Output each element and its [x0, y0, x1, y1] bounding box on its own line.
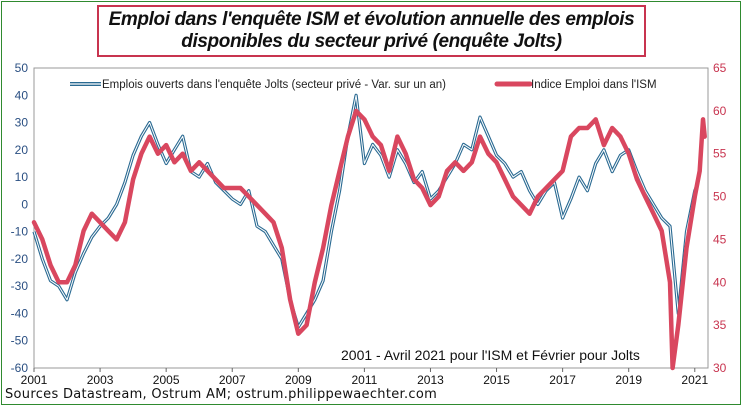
right-tick-label: 50: [713, 190, 727, 204]
right-tick-label: 40: [713, 275, 727, 289]
legend: Emplois ouverts dans l'enquête Jolts (se…: [70, 79, 657, 91]
right-tick-label: 55: [713, 147, 727, 161]
right-tick-label: 60: [713, 104, 727, 118]
series-line-ism: [31, 108, 707, 371]
left-tick-label: -60: [11, 361, 29, 375]
series-layer: [31, 93, 707, 371]
left-tick-label: -50: [11, 334, 29, 348]
x-tick-label: 2021: [681, 373, 708, 387]
left-tick-label: -40: [11, 306, 29, 320]
left-tick-label: -20: [11, 252, 29, 266]
x-tick-label: 2013: [417, 373, 444, 387]
x-tick-label: 2011: [351, 373, 377, 387]
plot-area: [33, 67, 709, 369]
x-tick-label: 2017: [549, 373, 576, 387]
legend-label-ism: Indice Emploi dans l'ISM: [531, 79, 657, 91]
series-line-jolts-inner: [33, 94, 699, 328]
left-tick-label: 50: [15, 61, 29, 75]
x-tick-label: 2019: [615, 373, 642, 387]
chart-annotation: 2001 - Avril 2021 pour l'ISM et Février …: [341, 347, 640, 363]
left-tick-label: 10: [15, 170, 29, 184]
right-tick-label: 65: [713, 61, 727, 75]
x-axis: 2001 2003 2005 2007 2009 2011 2013 2015 2017 2019…: [21, 368, 708, 387]
source-note: Sources Datastream, Ostrum AM; ostrum.ph…: [5, 387, 438, 402]
x-tick-label: 2001: [21, 373, 48, 387]
right-tick-label: 35: [713, 318, 727, 332]
right-axis: 65 60 55 50 45 40 35 30: [713, 61, 727, 375]
x-tick-label: 2003: [87, 373, 114, 387]
right-tick-label: 30: [713, 361, 727, 375]
left-tick-label: 0: [21, 197, 28, 211]
left-tick-label: -30: [11, 279, 29, 293]
x-tick-label: 2015: [483, 373, 510, 387]
x-tick-label: 2005: [153, 373, 180, 387]
chart-title-line-2: disponibles du secteur privé (enquête Jo…: [181, 31, 562, 52]
x-tick-label: 2009: [285, 373, 312, 387]
left-tick-label: 20: [15, 143, 29, 157]
chart-title-line-1: Emploi dans l'enquête ISM et évolution a…: [108, 9, 635, 30]
x-tick-label: 2007: [219, 373, 246, 387]
legend-label-jolts: Emplois ouverts dans l'enquête Jolts (se…: [102, 79, 446, 91]
chart-title: Emploi dans l'enquête ISM et évolution a…: [97, 5, 646, 57]
left-tick-label: -10: [11, 225, 29, 239]
left-axis: 50 40 30 20 10 0 -10 -20 -30 -40 -50 -60: [11, 61, 29, 375]
left-tick-label: 40: [15, 88, 29, 102]
right-tick-label: 45: [713, 232, 727, 246]
left-tick-label: 30: [15, 116, 29, 130]
